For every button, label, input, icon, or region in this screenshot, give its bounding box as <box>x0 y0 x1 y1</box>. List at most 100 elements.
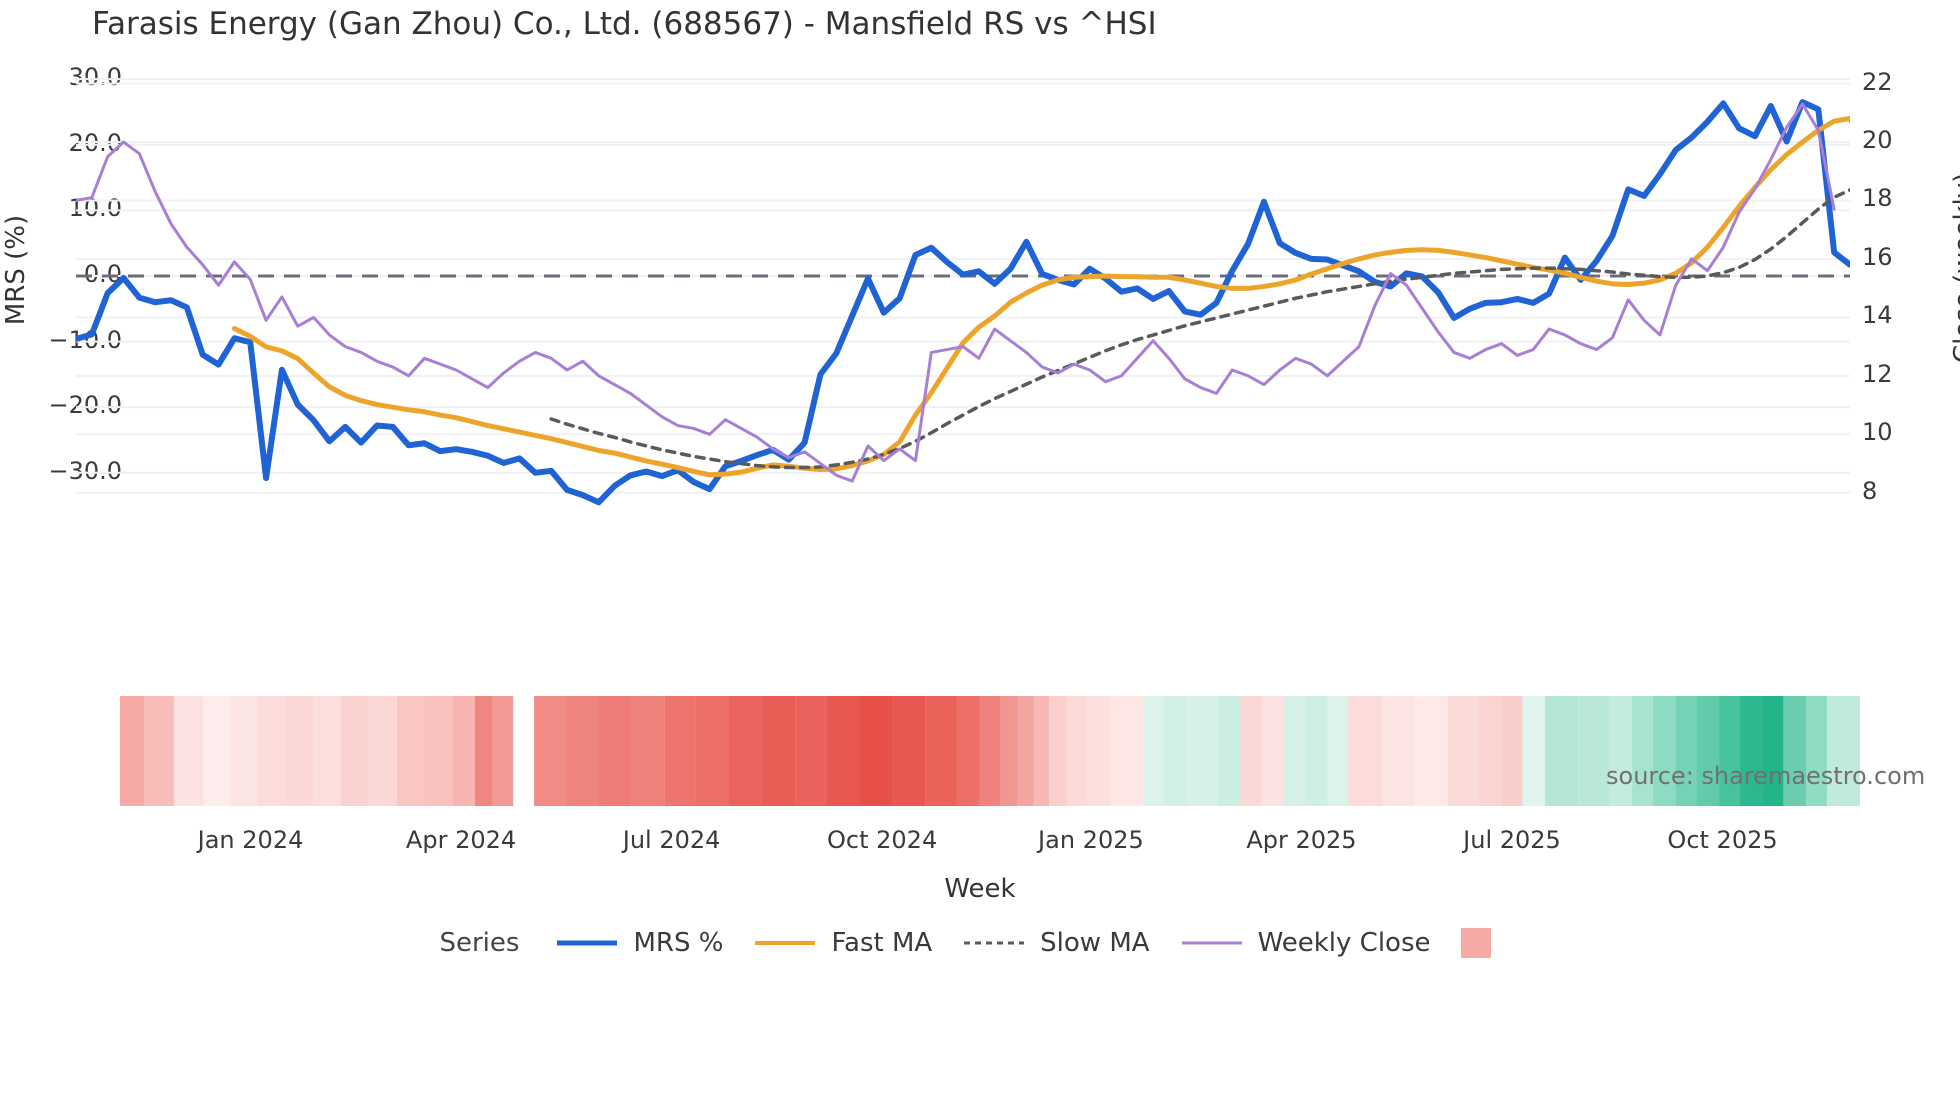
heat-band <box>1696 696 1720 806</box>
heat-band <box>1186 696 1218 806</box>
heat-band <box>1783 696 1807 806</box>
x-tick-label: Oct 2025 <box>1667 826 1778 854</box>
x-tick-label: Oct 2024 <box>827 826 938 854</box>
source-attribution: source: sharemaestro.com <box>1606 762 1926 790</box>
y-axis-label-right: Close (weekly) <box>1949 172 1960 363</box>
heat-band <box>1066 696 1088 806</box>
page-title: Farasis Energy (Gan Zhou) Co., Ltd. (688… <box>92 6 1157 42</box>
heat-band <box>795 696 827 806</box>
y-tick-label-right: 20 <box>1862 126 1893 154</box>
heat-band <box>424 696 453 806</box>
heat-band <box>340 696 369 806</box>
heat-band <box>1217 696 1241 806</box>
y-tick-label-right: 18 <box>1862 184 1893 213</box>
heat-strip-bands <box>120 696 1860 806</box>
legend-line-swatch <box>755 941 816 945</box>
heat-band <box>925 696 957 806</box>
heat-band <box>534 696 566 806</box>
legend-item-label: MRS % <box>633 928 724 958</box>
heat-band <box>229 696 258 806</box>
heat-band <box>1478 696 1502 806</box>
legend-item[interactable]: MRS % <box>555 928 723 958</box>
x-tick-label: Jul 2025 <box>1463 826 1561 854</box>
heat-band <box>173 696 204 806</box>
y-tick-label-right: 14 <box>1862 301 1893 330</box>
heat-band <box>762 696 796 806</box>
y-tick-label-right: 16 <box>1862 242 1893 271</box>
heat-band <box>1381 696 1415 806</box>
y-tick-label-left: −10.0 <box>48 325 122 354</box>
series-line-weekly-close <box>76 102 1836 483</box>
y-tick-label-left: 30.0 <box>68 63 122 92</box>
heat-band <box>1240 696 1262 806</box>
heat-band <box>1719 696 1740 806</box>
heat-band <box>956 696 980 806</box>
legend-color-swatch <box>1460 928 1491 958</box>
legend-item-label: Fast MA <box>831 928 933 958</box>
heat-band <box>1826 696 1860 806</box>
y-tick-label-left: −20.0 <box>48 391 122 420</box>
heat-band <box>1143 696 1164 806</box>
heat-band <box>1522 696 1546 806</box>
heat-band <box>1261 696 1285 806</box>
heat-band <box>1087 696 1111 806</box>
y-tick-label-right: 12 <box>1862 359 1893 388</box>
heat-band <box>396 696 425 806</box>
heat-band <box>1017 696 1034 806</box>
heat-band <box>664 696 696 806</box>
heat-band <box>826 696 860 806</box>
heat-band <box>1033 696 1050 806</box>
heat-band <box>452 696 475 806</box>
heat-band <box>1806 696 1827 806</box>
legend-line-swatch <box>964 941 1025 945</box>
heat-band <box>313 696 341 806</box>
chart-legend: Series MRS % Fast MA Slow MA Weekly Close <box>0 928 1960 958</box>
series-line-fast-ma <box>231 115 1850 478</box>
heat-band <box>368 696 397 806</box>
heat-band <box>565 696 599 806</box>
y-tick-label-right: 8 <box>1862 476 1878 505</box>
heat-band <box>492 696 514 806</box>
legend-title: Series <box>439 928 520 958</box>
heat-band <box>695 696 729 806</box>
x-tick-label: Apr 2024 <box>405 826 517 854</box>
heat-band <box>1327 696 1349 806</box>
x-axis-label: Week <box>944 874 1016 904</box>
heat-band <box>1652 696 1676 806</box>
heat-band <box>859 696 893 806</box>
x-tick-label: Jul 2024 <box>622 826 721 854</box>
heat-band <box>1110 696 1144 806</box>
heat-band <box>729 696 763 806</box>
heat-band <box>1762 696 1784 806</box>
legend-item-label: Weekly Close <box>1257 928 1431 958</box>
heat-band <box>1284 696 1305 806</box>
heat-band <box>1049 696 1067 806</box>
x-tick-label: Jan 2024 <box>197 826 304 854</box>
y-tick-label-left: −30.0 <box>48 456 122 485</box>
legend-item[interactable]: Fast MA <box>753 928 932 958</box>
legend-item[interactable]: Slow MA <box>962 928 1150 958</box>
x-tick-label: Jan 2025 <box>1038 826 1144 854</box>
heat-band <box>1578 696 1610 806</box>
series-line-mrs <box>76 99 1850 506</box>
heat-band <box>1545 696 1579 806</box>
legend-item[interactable] <box>1460 928 1491 958</box>
plot-area <box>76 66 1850 522</box>
heat-band <box>1501 696 1523 806</box>
heat-band <box>892 696 926 806</box>
heat-band <box>1000 696 1018 806</box>
heat-band <box>979 696 1001 806</box>
heat-band <box>1609 696 1633 806</box>
legend-item[interactable]: Weekly Close <box>1180 928 1431 958</box>
heat-band <box>203 696 230 806</box>
heat-band <box>631 696 665 806</box>
heat-band <box>1348 696 1382 806</box>
legend-line-swatch <box>557 940 618 946</box>
y-tick-label-right: 22 <box>1862 67 1893 96</box>
heat-band <box>598 696 632 806</box>
heat-band <box>1739 696 1763 806</box>
heat-band <box>1164 696 1187 806</box>
legend-line-swatch <box>1181 941 1242 945</box>
heat-band <box>1675 696 1697 806</box>
